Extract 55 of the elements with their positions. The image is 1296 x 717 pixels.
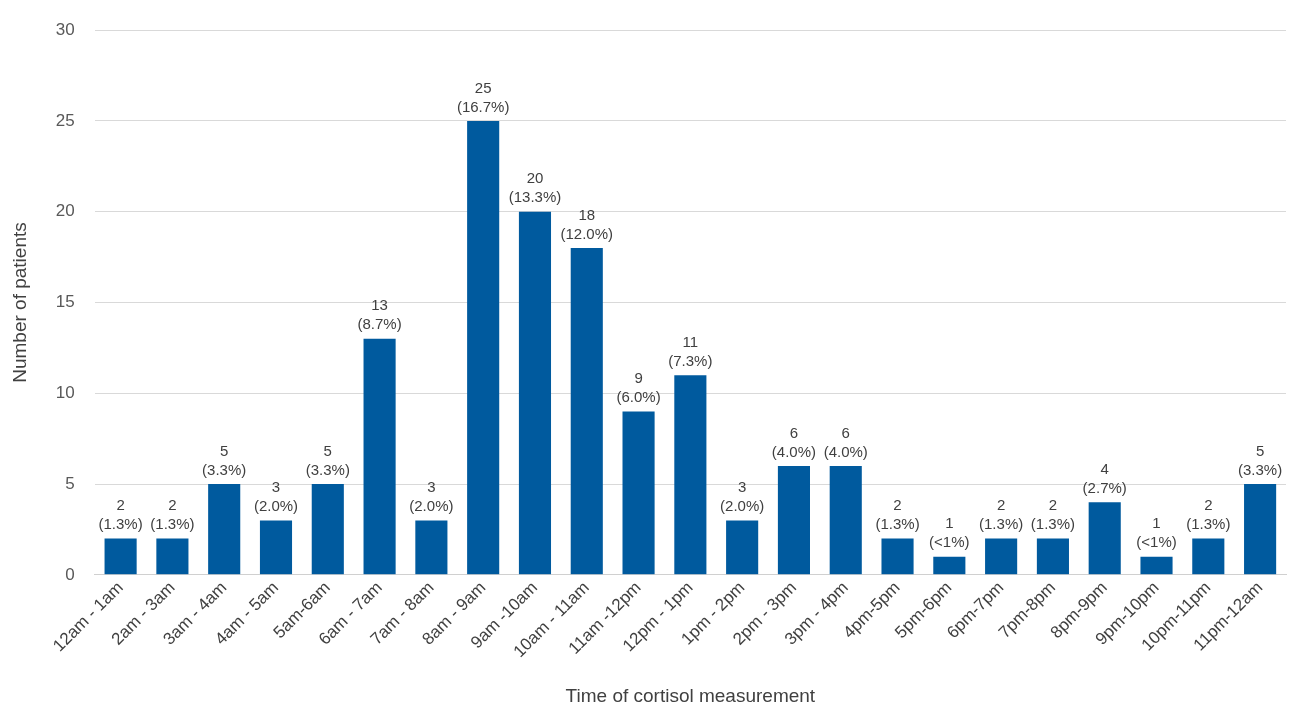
bar bbox=[1088, 502, 1121, 575]
data-label: 9 (6.0%) bbox=[616, 369, 661, 406]
bar bbox=[570, 248, 603, 575]
bar bbox=[363, 338, 396, 575]
bar bbox=[415, 520, 448, 575]
y-tick-label: 15 bbox=[55, 292, 75, 312]
data-label: 2 (1.3%) bbox=[1030, 496, 1076, 533]
data-label: 2 (1.3%) bbox=[875, 496, 920, 533]
data-label: 25 (16.7%) bbox=[456, 78, 510, 115]
x-axis-title: Time of cortisol measurement bbox=[565, 684, 816, 706]
data-label: 5 (3.3%) bbox=[202, 441, 247, 478]
y-tick-label: 20 bbox=[55, 201, 75, 221]
data-label: 3 (2.0%) bbox=[253, 478, 299, 515]
bar bbox=[259, 520, 293, 575]
bar bbox=[311, 484, 344, 575]
bar bbox=[208, 484, 241, 575]
bar bbox=[1192, 538, 1225, 575]
data-label: 1 (<1%) bbox=[1136, 514, 1177, 551]
data-label: 2 (1.3%) bbox=[979, 496, 1024, 533]
data-label: 6 (4.0%) bbox=[771, 423, 817, 460]
y-axis-title: Number of patients bbox=[8, 222, 30, 383]
data-label: 6 (4.0%) bbox=[823, 423, 868, 460]
data-label: 2 (1.3%) bbox=[98, 496, 143, 533]
data-label: 2 (1.3%) bbox=[1186, 496, 1231, 533]
y-tick-label: 0 bbox=[65, 564, 75, 584]
bar bbox=[467, 120, 500, 575]
data-label: 4 (2.7%) bbox=[1082, 459, 1127, 496]
bar bbox=[1244, 484, 1277, 575]
data-label: 20 (13.3%) bbox=[508, 169, 562, 206]
bar bbox=[985, 538, 1018, 575]
bar bbox=[674, 375, 707, 575]
data-label: 18 (12.0%) bbox=[560, 205, 614, 242]
bar bbox=[726, 520, 759, 575]
data-label: 11 (7.3%) bbox=[668, 332, 713, 369]
y-tick-label: 5 bbox=[65, 473, 75, 493]
data-label: 2 (1.3%) bbox=[150, 496, 195, 533]
bar bbox=[933, 556, 966, 575]
bar bbox=[1140, 556, 1173, 575]
data-label: 5 (3.3%) bbox=[305, 441, 350, 478]
bar bbox=[518, 211, 552, 575]
data-label: 1 (<1%) bbox=[929, 514, 970, 551]
y-tick-label: 10 bbox=[55, 382, 75, 402]
y-tick-label: 25 bbox=[55, 110, 75, 130]
bar bbox=[104, 538, 137, 575]
bar bbox=[829, 465, 862, 575]
bar bbox=[881, 538, 914, 575]
bar bbox=[622, 411, 655, 575]
bar bbox=[777, 465, 810, 575]
data-label: 3 (2.0%) bbox=[720, 478, 765, 515]
y-tick-label: 30 bbox=[55, 19, 75, 39]
bar bbox=[156, 538, 189, 575]
data-label: 5 (3.3%) bbox=[1238, 441, 1283, 478]
data-label: 3 (2.0%) bbox=[409, 478, 454, 515]
data-label: 13 (8.7%) bbox=[357, 296, 402, 333]
bar bbox=[1036, 538, 1069, 575]
